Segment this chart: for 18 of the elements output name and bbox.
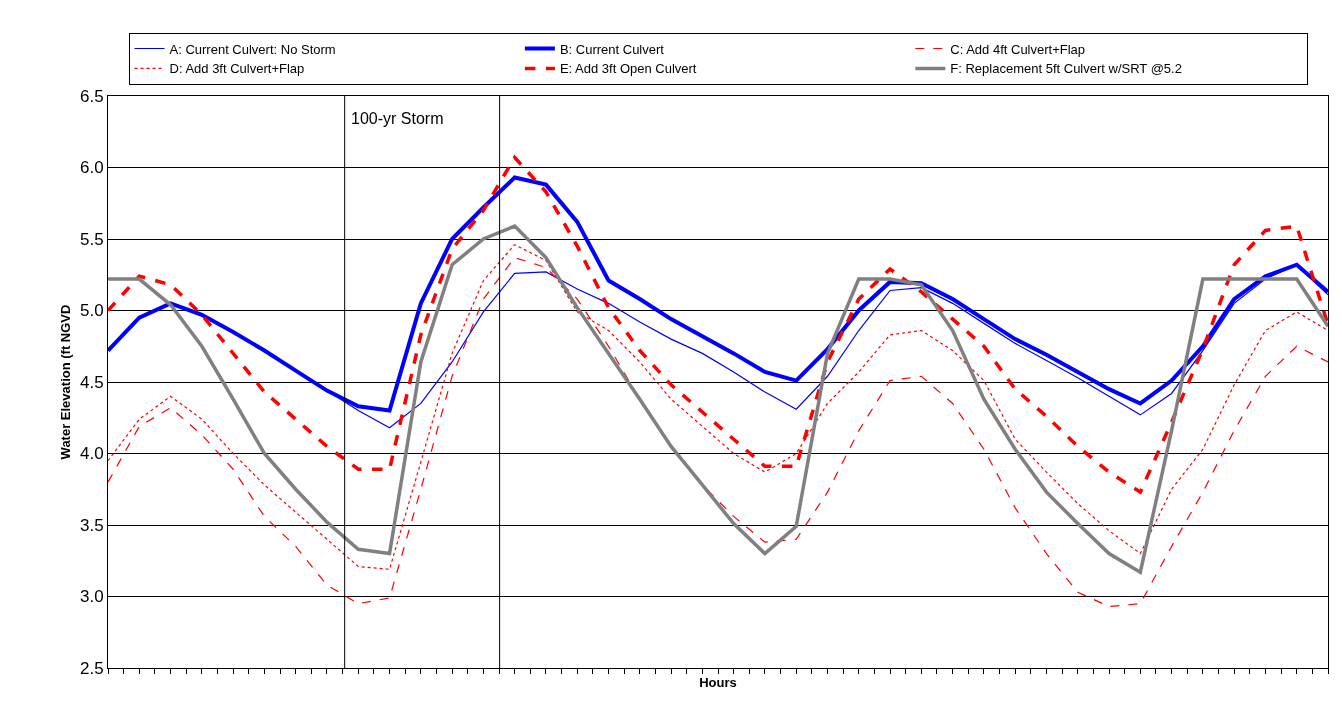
legend-label: D: Add 3ft Culvert+Flap bbox=[169, 61, 305, 77]
y-tick-label: 5.5 bbox=[79, 229, 104, 249]
legend-label: C: Add 4ft Culvert+Flap bbox=[950, 41, 1086, 57]
y-tick-label: 3.5 bbox=[79, 515, 104, 535]
legend-label: A: Current Culvert: No Storm bbox=[169, 41, 336, 57]
y-tick-label: 5.0 bbox=[79, 301, 104, 321]
y-tick-label: 6.5 bbox=[79, 86, 104, 106]
y-tick-label: 3.0 bbox=[79, 587, 104, 607]
legend-label: E: Add 3ft Open Culvert bbox=[559, 61, 697, 77]
x-axis-title: Hours bbox=[699, 674, 737, 690]
legend-label: F: Replacement 5ft Culvert w/SRT @5.2 bbox=[950, 61, 1182, 77]
annotation: 100-yr Storm bbox=[351, 110, 444, 127]
y-tick-label: 2.5 bbox=[79, 658, 104, 678]
legend-label: B: Current Culvert bbox=[559, 41, 665, 57]
y-axis-title: Water Elevation (ft NGVD bbox=[57, 304, 73, 460]
y-tick-label: 4.5 bbox=[79, 372, 104, 392]
y-tick-label: 6.0 bbox=[79, 158, 104, 178]
y-tick-label: 4.0 bbox=[79, 444, 104, 464]
